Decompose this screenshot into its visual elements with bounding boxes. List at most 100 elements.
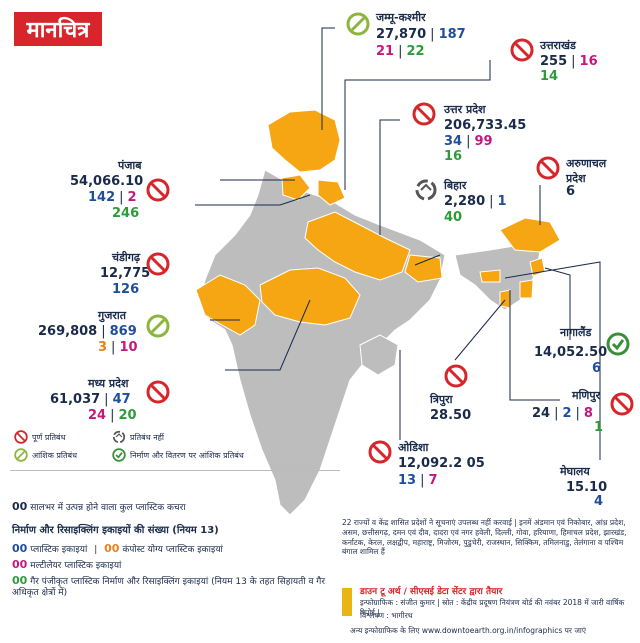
credit-center: डाउन टू अर्थ / सीएसई डेटा सेंटर द्वारा त… [360,587,503,597]
key-annual: 00 सालभर में उत्पन्न होने वाला कुल प्लास… [12,500,186,513]
state-b-up: 99 [474,134,493,149]
state-c-jk: 22 [406,44,425,59]
map-up [304,211,411,281]
state-a-jk: 187 [438,27,466,42]
state-name-up: उत्तर प्रदेश [444,103,486,116]
manufacturing-ban-icon [606,332,630,356]
partial-ban-icon [14,448,28,462]
state-value-ar: 6 [566,184,576,199]
state-a-gj: 869 [109,324,137,339]
note-text: 22 राज्यों व केंद्र शासित प्रदेशों ने सू… [342,518,627,557]
state-name-jk: जम्मू-कश्मीर [376,11,426,24]
state-b-mp: 24 [88,408,107,423]
dte-logo [342,588,352,616]
state-value-nl: 14,052.50 [534,345,608,360]
state-name-mp: मध्य प्रदेश [88,377,129,390]
state-a-od: 13 [398,473,417,488]
state-b-br: 40 [444,210,463,225]
state-row-mp: 61,037 | 47 [50,392,131,407]
state-row-up: 34 | 99 [444,134,493,149]
manufacturing-ban-icon [112,448,126,462]
ban-icon [510,38,534,62]
state-name-uk: उत्तराखंड [540,39,576,52]
divider [10,470,340,471]
state-row-br: 2,280 | 1 [444,194,507,209]
legend-full-ban: पूर्ण प्रतिबंध [32,433,66,442]
state-name-ml: मेघालय [560,465,590,478]
key-annual-label: सालभर में उत्पन्न होने वाला कुल प्लास्टि… [30,503,186,513]
ban-icon [610,392,634,416]
key-plastic-label: प्लास्टिक इकाइयां [30,545,88,555]
state-b-mn: 8 [583,406,593,421]
state-row-jk: 27,870 | 187 [376,27,466,42]
key-zero-compost: 00 [104,542,120,555]
state-a-pb: 142 [88,190,116,205]
state-a-mn: 2 [562,406,572,421]
key-compost-label: कंपोस्ट योग्य प्लास्टिक इकाइयां [122,545,223,555]
ban-icon [146,252,170,276]
key-multilayer-label: मल्टीलेयर प्लास्टिक इकाइयां [30,561,122,571]
ban-icon [444,364,468,388]
key-zero-unregistered: 00 [12,574,28,587]
state-c-gj: 10 [119,340,138,355]
state-name-ch: चंडीगढ़ [112,251,141,264]
page-title: मानचित्र [14,12,102,46]
map-tripura [499,289,511,309]
partial-ban-icon [146,314,170,338]
key-multilayer: 00 मल्टीलेयर प्लास्टिक इकाइयां [12,558,121,571]
state-value-ml: 15.10 [566,480,608,495]
state-c-up: 16 [444,149,463,164]
map-punjab [281,174,311,201]
legend-no-ban: प्रतिबंध नहीं [130,433,164,442]
key-unregistered: 00 गैर पंजीकृत प्लास्टिक निर्माण और रिसा… [12,574,332,600]
legend-mfg-ban: निर्माण और वितरण पर आंशिक प्रतिबंध [130,451,244,460]
state-value-br: 2,280 [444,194,486,209]
state-name-od: ओडिशा [398,441,429,454]
key-zero-plastic: 00 [12,542,28,555]
map-gujarat [195,274,261,336]
map-jk [267,109,341,173]
state-name-tr: त्रिपुरा [430,393,453,406]
state-value-tr: 28.50 [430,408,472,423]
state-row-gj: 269,808 | 869 [38,324,137,339]
state-c-pb: 246 [112,206,140,221]
ban-icon [412,102,436,126]
key-units-title: निर्माण और रिसाइक्लिंग इकाइयों की संख्या… [12,525,219,536]
state-a-mp: 47 [112,392,131,407]
credit-source: इन्फोग्राफिक : संजीत कुमार | स्रोत : कें… [360,598,625,617]
state-value-jk: 27,870 [376,27,427,42]
ban-icon [536,156,560,180]
state-value-pb: 54,066.10 [70,174,144,189]
state-row-pb: 142 | 2 [88,190,137,205]
state-row2-mp: 24 | 20 [88,408,137,423]
map-odisha [359,334,399,376]
state-a-ch: 126 [112,282,140,297]
state-a-ml: 4 [594,494,604,509]
map-manipur [519,279,534,299]
ban-icon [368,440,392,464]
no-ban-icon [414,178,438,202]
key-plastic: 00 प्लास्टिक इकाइयां | 00 कंपोस्ट योग्य … [12,542,223,555]
state-name-mn: मणिपुर [572,389,601,402]
state-a-nl: 6 [592,361,602,376]
state-b-jk: 21 [376,44,395,59]
ban-icon [146,380,170,404]
state-value-mn: 24 [532,406,551,421]
state-row2-jk: 21 | 22 [376,44,425,59]
state-name-pb: पंजाब [118,159,142,172]
state-a-br: 1 [497,194,507,209]
state-name-br: बिहार [444,179,467,192]
state-value-uk: 255 [540,54,568,69]
state-row-od: 13 | 7 [398,473,438,488]
state-a-up: 34 [444,134,463,149]
state-name-gj: गुजरात [98,309,126,322]
state-row2-gj: 3 | 10 [98,340,138,355]
state-b-uk: 14 [540,69,559,84]
credit-analysis: विश्लेषण : भागीरथ [360,611,413,620]
partial-ban-icon [346,12,370,36]
key-zero-multilayer: 00 [12,558,28,571]
state-b-pb: 2 [127,190,137,205]
ban-icon [14,430,28,444]
state-c-mp: 20 [118,408,137,423]
